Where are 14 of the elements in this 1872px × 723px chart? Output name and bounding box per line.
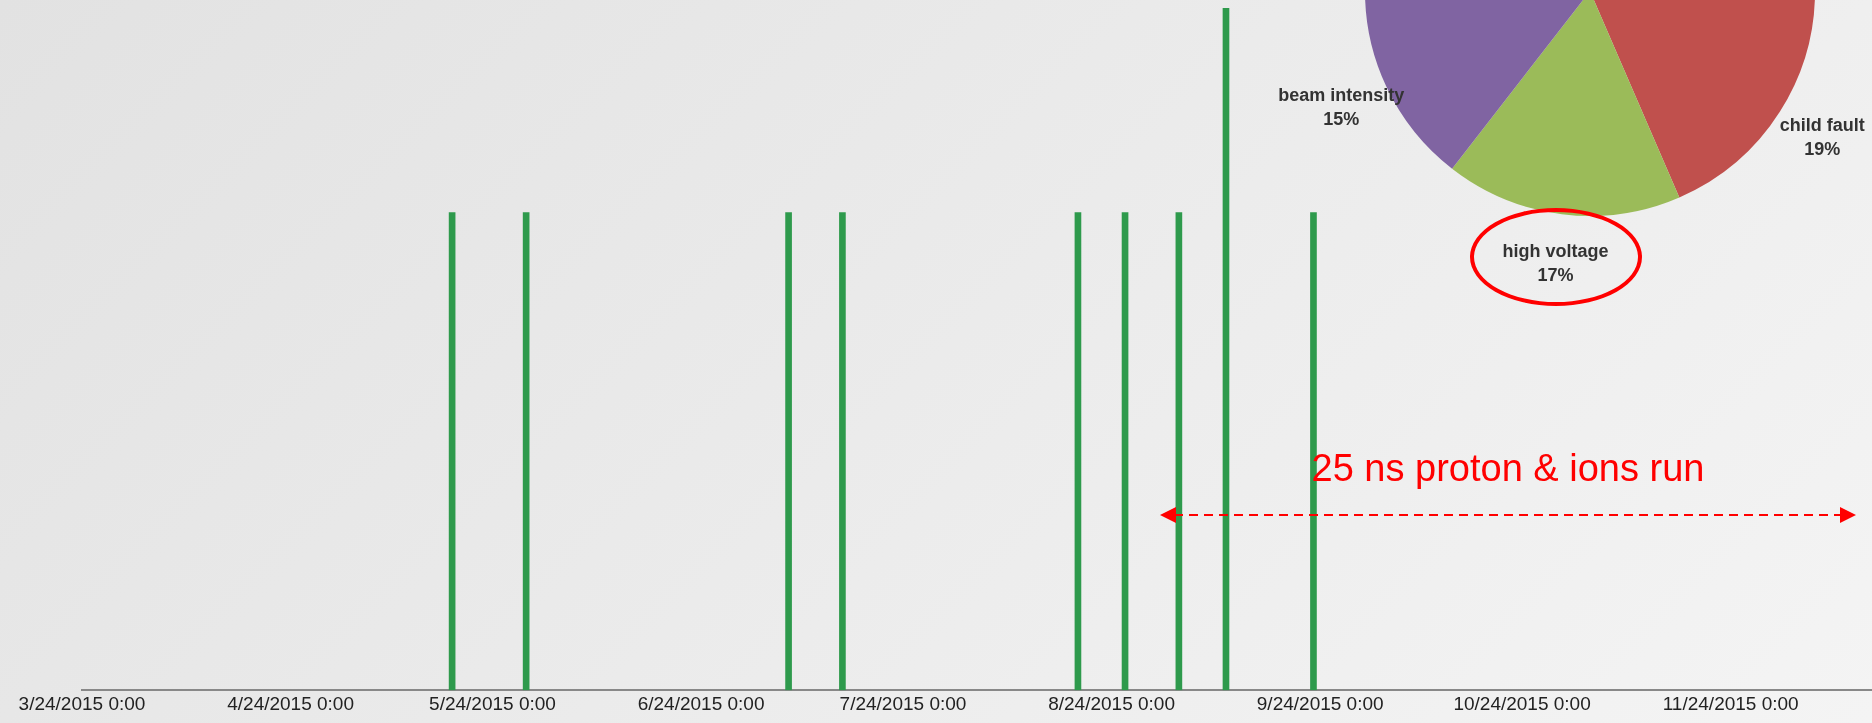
x-tick-label: 8/24/2015 0:00 bbox=[1048, 692, 1175, 714]
x-tick-label: 5/24/2015 0:00 bbox=[429, 692, 556, 714]
data-label: 17% bbox=[1537, 264, 1574, 285]
slice-label: child fault bbox=[1779, 115, 1865, 136]
x-tick-label: 4/24/2015 0:00 bbox=[227, 692, 355, 714]
x-tick-label: 7/24/2015 0:00 bbox=[839, 692, 967, 714]
slice-label: high voltage bbox=[1502, 240, 1609, 261]
data-label: 19% bbox=[1804, 139, 1841, 160]
x-tick-label: 11/24/2015 0:00 bbox=[1662, 692, 1799, 714]
x-tick-label: 6/24/2015 0:00 bbox=[637, 692, 765, 714]
data-label: 15% bbox=[1323, 109, 1360, 130]
x-tick-label: 10/24/2015 0:00 bbox=[1453, 692, 1591, 714]
x-tick-label: 9/24/2015 0:00 bbox=[1256, 692, 1384, 714]
x-tick-label: 3/24/2015 0:00 bbox=[18, 692, 146, 714]
